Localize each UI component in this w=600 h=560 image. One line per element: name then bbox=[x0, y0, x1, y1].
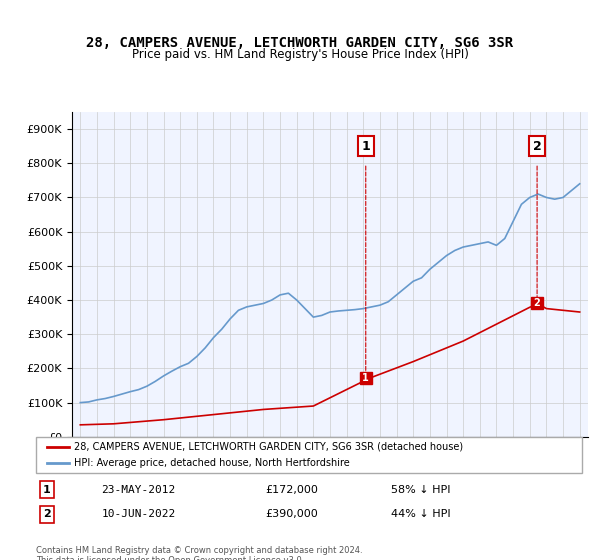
Text: £390,000: £390,000 bbox=[265, 509, 318, 519]
Text: 1: 1 bbox=[361, 139, 370, 153]
Text: Contains HM Land Registry data © Crown copyright and database right 2024.
This d: Contains HM Land Registry data © Crown c… bbox=[36, 546, 362, 560]
Text: Price paid vs. HM Land Registry's House Price Index (HPI): Price paid vs. HM Land Registry's House … bbox=[131, 48, 469, 60]
Text: 2: 2 bbox=[534, 298, 541, 309]
Text: 1: 1 bbox=[43, 484, 51, 494]
Text: 28, CAMPERS AVENUE, LETCHWORTH GARDEN CITY, SG6 3SR (detached house): 28, CAMPERS AVENUE, LETCHWORTH GARDEN CI… bbox=[74, 442, 463, 452]
FancyBboxPatch shape bbox=[36, 437, 582, 473]
Text: 28, CAMPERS AVENUE, LETCHWORTH GARDEN CITY, SG6 3SR: 28, CAMPERS AVENUE, LETCHWORTH GARDEN CI… bbox=[86, 36, 514, 50]
Text: 2: 2 bbox=[533, 139, 541, 153]
Text: HPI: Average price, detached house, North Hertfordshire: HPI: Average price, detached house, Nort… bbox=[74, 458, 350, 468]
Text: £172,000: £172,000 bbox=[265, 484, 318, 494]
Text: 10-JUN-2022: 10-JUN-2022 bbox=[101, 509, 176, 519]
Text: 44% ↓ HPI: 44% ↓ HPI bbox=[391, 509, 451, 519]
Text: 23-MAY-2012: 23-MAY-2012 bbox=[101, 484, 176, 494]
Text: 58% ↓ HPI: 58% ↓ HPI bbox=[391, 484, 451, 494]
Text: 1: 1 bbox=[362, 373, 369, 383]
Text: 2: 2 bbox=[43, 509, 51, 519]
